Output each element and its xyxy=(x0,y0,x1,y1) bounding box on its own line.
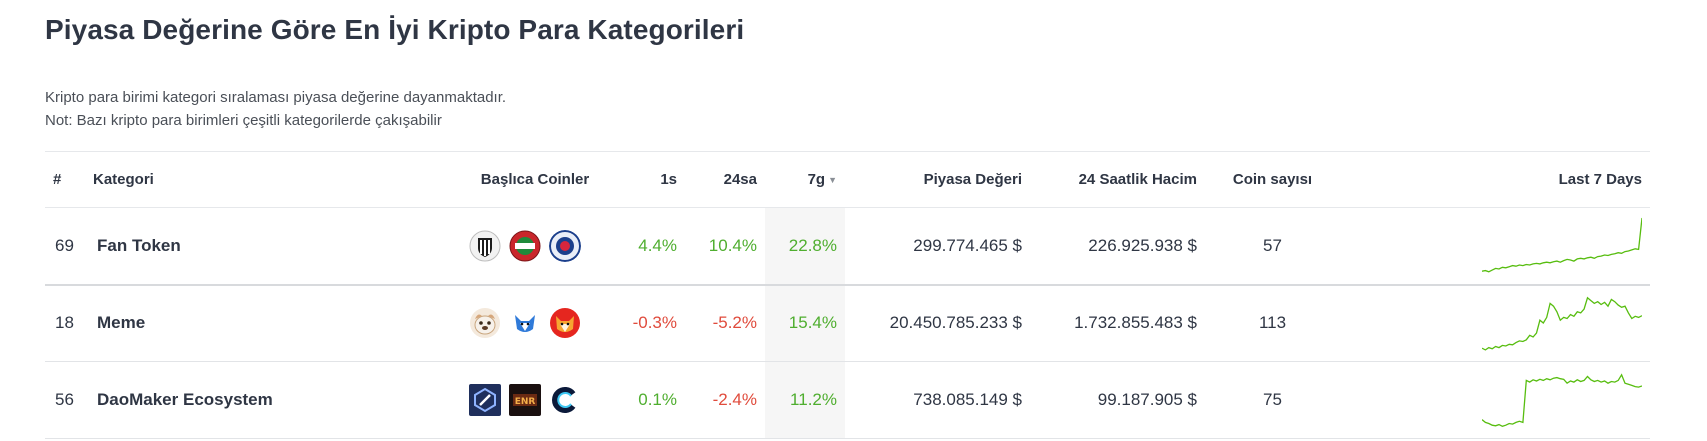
rangers-fc-icon[interactable] xyxy=(549,229,581,262)
change-7d: 11.2% xyxy=(765,361,845,439)
market-cap: 738.085.149 $ xyxy=(845,361,1030,439)
top-coins-cell: ENR xyxy=(455,361,615,439)
header-7d[interactable]: 7g ▼ xyxy=(765,151,845,208)
change-1h: -0.3% xyxy=(615,284,685,362)
table-body: 69 Fan Token 4.4% xyxy=(45,207,1650,439)
shiba-inu-red-icon[interactable] xyxy=(549,307,581,339)
header-top-coins: Başlıca Coinler xyxy=(455,151,615,208)
c-token-icon[interactable] xyxy=(549,384,581,416)
description-line-2: Not: Bazı kripto para birimleri çeşitli … xyxy=(45,112,442,129)
svg-text:ENR: ENR xyxy=(515,397,536,407)
table-row[interactable]: 18 Meme -0.3% xyxy=(45,284,1650,362)
market-cap: 20.450.785.233 $ xyxy=(845,284,1030,362)
sparkline-chart xyxy=(1482,217,1642,273)
change-1h: 0.1% xyxy=(615,361,685,439)
row-rank: 69 xyxy=(45,207,85,286)
header-category[interactable]: Kategori xyxy=(85,151,455,208)
volume-24h: 1.732.855.483 $ xyxy=(1030,284,1205,362)
top-coins-cell xyxy=(455,207,615,286)
category-link[interactable]: DaoMaker Ecosystem xyxy=(85,361,455,439)
description-line-1: Kripto para birimi kategori sıralaması p… xyxy=(45,89,507,106)
page-description: Kripto para birimi kategori sıralaması p… xyxy=(45,86,506,132)
categories-table: # Kategori Başlıca Coinler 1s 24sa 7g ▼ P… xyxy=(45,151,1650,439)
table-row[interactable]: 69 Fan Token 4.4% xyxy=(45,207,1650,286)
coin-count: 57 xyxy=(1205,207,1340,286)
header-rank[interactable]: # xyxy=(45,151,85,208)
row-rank: 56 xyxy=(45,361,85,439)
top-coins-cell xyxy=(455,284,615,362)
header-7d-label: 7g xyxy=(807,171,826,188)
header-market-cap[interactable]: Piyasa Değeri xyxy=(845,151,1030,208)
sparkline-chart xyxy=(1482,373,1642,428)
santos-fc-icon[interactable] xyxy=(469,230,501,262)
shiba-inu-icon[interactable] xyxy=(509,307,541,339)
change-7d: 22.8% xyxy=(765,207,845,286)
sparkline-chart xyxy=(1482,296,1642,351)
category-link[interactable]: Meme xyxy=(85,284,455,362)
category-link[interactable]: Fan Token xyxy=(85,207,455,286)
table-header: # Kategori Başlıca Coinler 1s 24sa 7g ▼ P… xyxy=(45,151,1650,208)
market-cap: 299.774.465 $ xyxy=(845,207,1030,286)
dogecoin-icon[interactable] xyxy=(469,307,501,339)
sparkline-cell xyxy=(1340,207,1650,286)
header-last-7-days: Last 7 Days xyxy=(1340,151,1650,208)
row-rank: 18 xyxy=(45,284,85,362)
change-7d: 15.4% xyxy=(765,284,845,362)
table-row[interactable]: 56 DaoMaker Ecosystem ENR xyxy=(45,361,1650,439)
header-1h[interactable]: 1s xyxy=(615,151,685,208)
change-1h: 4.4% xyxy=(615,207,685,286)
change-24h: -2.4% xyxy=(685,361,765,439)
header-24h[interactable]: 24sa xyxy=(685,151,765,208)
sparkline-line xyxy=(1482,217,1642,273)
imx-game-icon[interactable]: ENR xyxy=(509,384,541,416)
page-title: Piyasa Değerine Göre En İyi Kripto Para … xyxy=(45,14,745,45)
sparkline-line xyxy=(1482,296,1642,351)
volume-24h: 99.187.905 $ xyxy=(1030,361,1205,439)
coin-count: 113 xyxy=(1205,284,1340,362)
karsiyaka-icon[interactable] xyxy=(509,230,541,262)
sparkline-cell xyxy=(1340,361,1650,439)
sort-desc-icon: ▼ xyxy=(828,175,837,186)
coin-count: 75 xyxy=(1205,361,1340,439)
sparkline-cell xyxy=(1340,284,1650,362)
dao-maker-icon[interactable] xyxy=(469,384,501,416)
change-24h: 10.4% xyxy=(685,207,765,286)
header-coin-count[interactable]: Coin sayısı xyxy=(1205,151,1340,208)
change-24h: -5.2% xyxy=(685,284,765,362)
volume-24h: 226.925.938 $ xyxy=(1030,207,1205,286)
header-volume[interactable]: 24 Saatlik Hacim xyxy=(1030,151,1205,208)
sparkline-line xyxy=(1482,373,1642,428)
